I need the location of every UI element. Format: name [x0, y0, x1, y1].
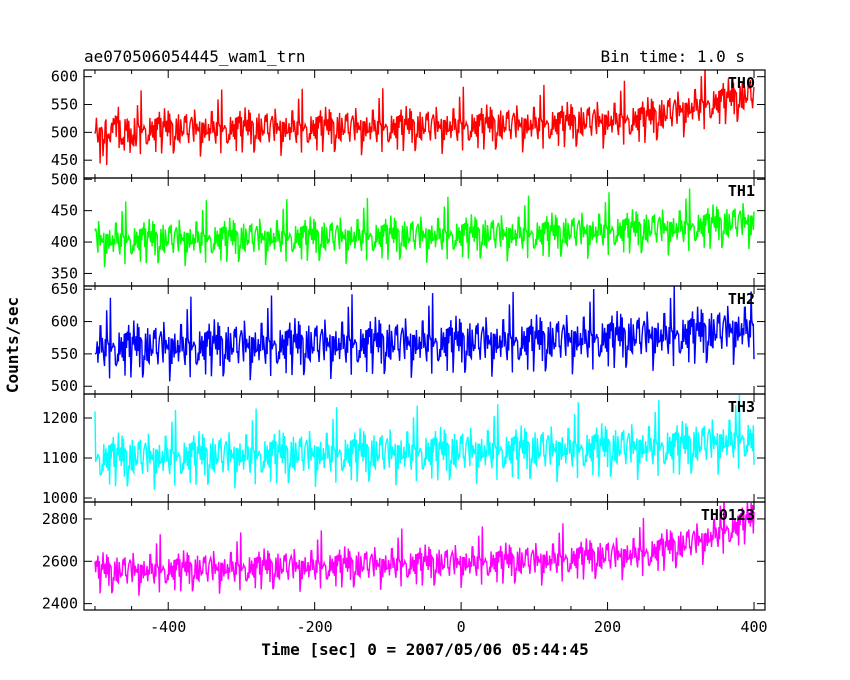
x-tick-label: -400	[150, 618, 186, 636]
panel-label-th2: TH2	[728, 290, 755, 308]
y-tick-label-th2: 500	[51, 377, 78, 395]
x-tick-label: -200	[297, 618, 333, 636]
y-tick-label-th2: 550	[51, 345, 78, 363]
panel-frame-th1	[83, 177, 766, 287]
y-tick-label-th0: 500	[51, 123, 78, 141]
y-axis-title: Counts/sec	[3, 297, 22, 393]
y-tick-label-th1: 450	[51, 202, 78, 220]
y-tick-label-th3: 1100	[42, 449, 78, 467]
panel-label-th0123: TH0123	[701, 506, 755, 524]
x-tick-label: 200	[594, 618, 621, 636]
panel-label-th3: TH3	[728, 398, 755, 416]
panel-label-th1: TH1	[728, 182, 755, 200]
bin-time-label: Bin time: 1.0 s	[601, 47, 746, 66]
series-line-th0123	[94, 502, 755, 596]
y-tick-label-th0: 450	[51, 151, 78, 169]
y-tick-label-th3: 1000	[42, 489, 78, 507]
y-tick-label-th0123: 2400	[42, 595, 78, 613]
y-tick-label-th0: 600	[51, 68, 78, 86]
y-tick-label-th1: 500	[51, 170, 78, 188]
series-line-th0	[94, 70, 755, 166]
y-tick-label-th0123: 2800	[42, 510, 78, 528]
y-tick-label-th0: 550	[51, 96, 78, 114]
series-line-th3	[94, 394, 755, 490]
chart-title: ae070506054445_wam1_trn	[84, 47, 306, 66]
y-tick-label-th2: 650	[51, 280, 78, 298]
x-tick-label: 400	[740, 618, 767, 636]
y-tick-label-th3: 1200	[42, 409, 78, 427]
y-tick-label-th2: 600	[51, 313, 78, 331]
x-tick-label: 0	[457, 618, 466, 636]
y-tick-label-th1: 350	[51, 264, 78, 282]
x-axis-title: Time [sec] 0 = 2007/05/06 05:44:45	[261, 640, 589, 659]
panel-label-th0: TH0	[728, 74, 755, 92]
series-line-th1	[94, 188, 755, 268]
y-tick-label-th0123: 2600	[42, 552, 78, 570]
series-line-th2	[94, 286, 755, 382]
y-tick-label-th1: 400	[51, 233, 78, 251]
